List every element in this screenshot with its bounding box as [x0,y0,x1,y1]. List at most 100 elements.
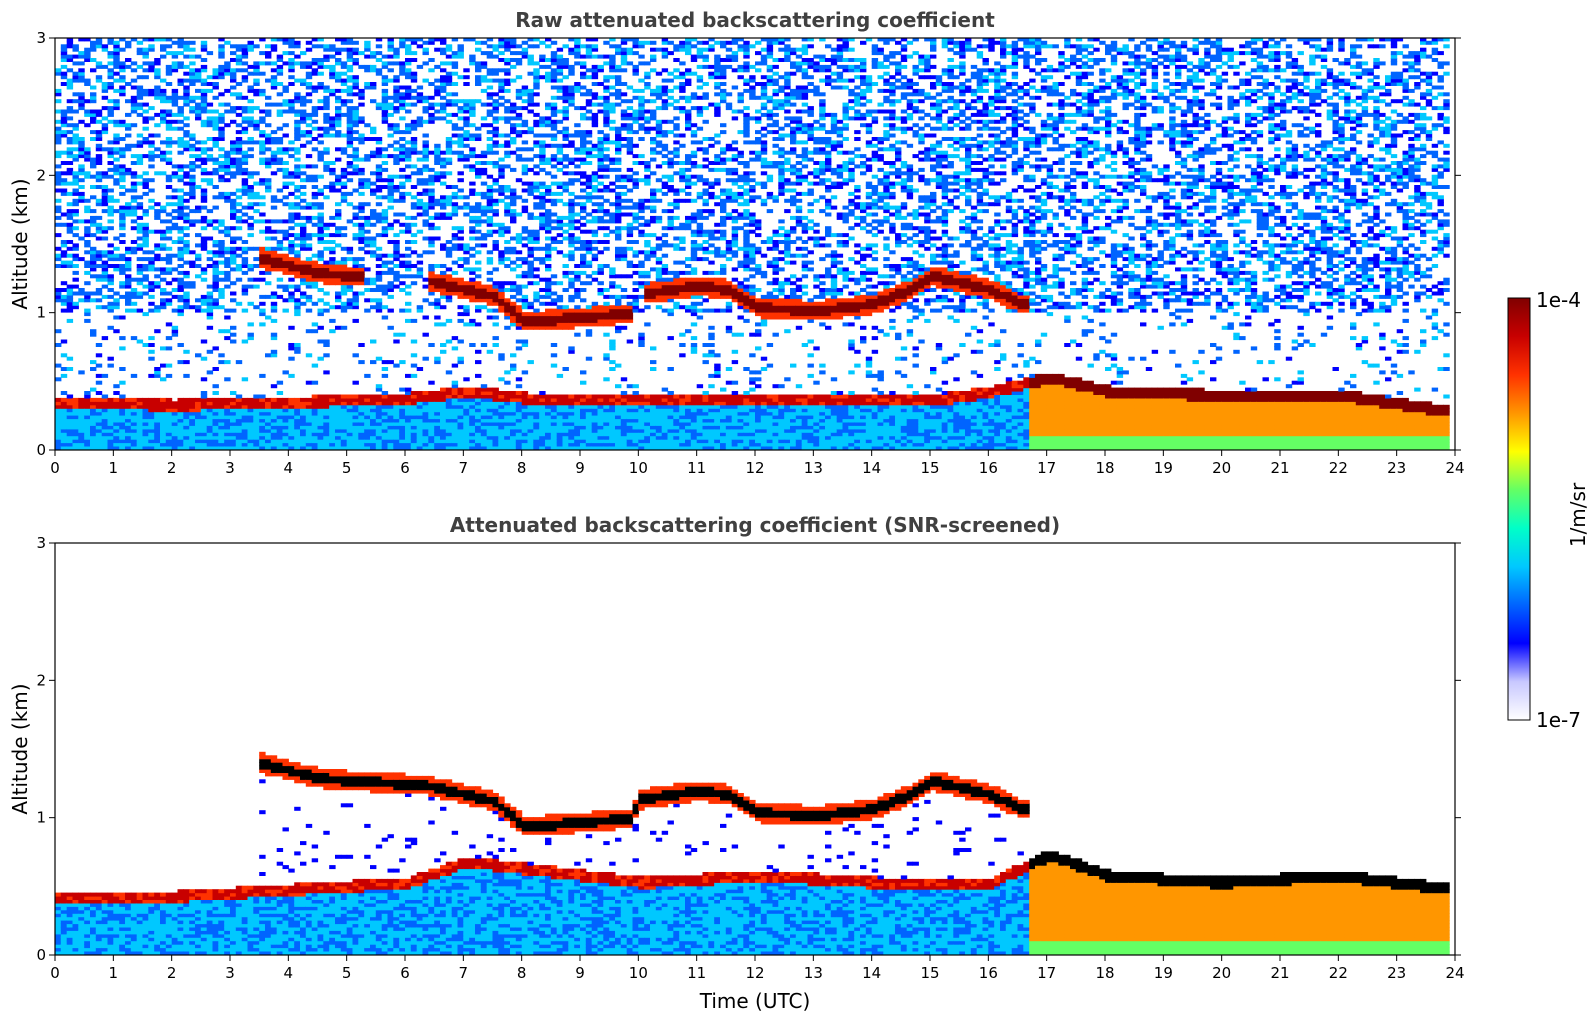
heatmap-cell [171,112,179,117]
heatmap-cell [510,106,517,111]
heatmap-cell [352,281,359,286]
heatmap-cell [154,243,161,248]
heatmap-cell [527,215,534,220]
heatmap-cell [323,411,330,416]
heatmap-cell [510,150,517,155]
heatmap-cell [241,157,249,162]
heatmap-cell [282,99,289,104]
heatmap-cell [340,246,348,251]
heatmap-cell [451,394,459,399]
heatmap-cell [364,418,371,423]
heatmap-cell [265,102,272,107]
heatmap-cell [445,140,453,145]
heatmap-cell [498,411,505,416]
heatmap-cell [486,205,494,210]
heatmap-cell [300,95,307,100]
heatmap-cell [78,404,85,409]
heatmap-cell [340,260,348,265]
heatmap-cell [305,270,313,275]
heatmap-cell [154,88,161,93]
heatmap-cell [510,394,517,399]
heatmap-cell [224,415,231,420]
heatmap-cell [224,226,231,231]
heatmap-cell [183,250,190,255]
heatmap-cell [510,446,517,450]
heatmap-cell [550,219,558,224]
heatmap-cell [119,257,126,262]
heatmap-cell [90,397,97,402]
heatmap-cell [241,78,249,83]
heatmap-cell [235,68,243,73]
heatmap-cell [510,442,517,447]
heatmap-cell [305,425,313,430]
heatmap-cell [300,267,307,272]
heatmap-cell [463,68,470,73]
heatmap-cell [230,308,237,313]
heatmap-cell [95,288,103,292]
heatmap-cell [451,212,459,217]
heatmap-cell [119,205,126,210]
heatmap-cell [154,421,161,426]
heatmap-cell [72,198,79,203]
heatmap-cell [463,294,470,299]
heatmap-cell [218,329,225,334]
heatmap-cell [270,137,278,141]
heatmap-cell [195,432,202,437]
heatmap-cell [241,442,249,447]
heatmap-cell [218,446,225,450]
heatmap-cell [72,133,79,138]
heatmap-cell [475,415,482,420]
heatmap-cell [521,284,529,289]
heatmap-cell [183,85,190,90]
heatmap-cell [125,58,132,62]
heatmap-cell [317,439,324,444]
heatmap-cell [317,267,324,272]
heatmap-cell [142,119,149,124]
heatmap-cell [317,82,324,86]
heatmap-cell [300,130,307,135]
heatmap-cell [515,44,523,49]
heatmap-cell [387,44,394,49]
heatmap-cell [218,47,225,52]
heatmap-cell [95,236,103,241]
heatmap-cell [329,435,336,440]
heatmap-cell [556,157,564,162]
heatmap-cell [305,246,313,251]
heatmap-cell [101,294,109,299]
heatmap-cell [125,205,132,210]
heatmap-cell [317,411,324,416]
heatmap-cell [259,257,266,262]
heatmap-cell [358,281,365,286]
heatmap-cell [498,284,505,289]
heatmap-cell [241,428,249,433]
heatmap-cell [142,222,149,227]
heatmap-cell [119,267,126,272]
heatmap-cell [410,222,418,227]
heatmap-cell [230,418,237,423]
heatmap-cell [405,267,412,272]
heatmap-cell [358,191,365,196]
heatmap-cell [247,99,254,104]
heatmap-cell [352,85,359,90]
heatmap-cell [72,415,79,420]
heatmap-cell [457,226,464,231]
heatmap-cell [195,106,202,111]
heatmap-cell [177,343,184,347]
heatmap-cell [434,284,441,289]
heatmap-cell [311,270,319,275]
heatmap-cell [510,404,517,409]
heatmap-cell [253,71,260,76]
heatmap-cell [113,119,120,124]
heatmap-cell [130,301,138,306]
heatmap-cell [282,61,289,66]
heatmap-cell [247,106,254,111]
heatmap-cell [434,446,441,450]
heatmap-cell [539,150,546,155]
heatmap-cell [556,95,564,100]
heatmap-cell [480,397,488,402]
heatmap-cell [370,442,377,447]
heatmap-cell [364,137,371,141]
heatmap-cell [445,71,453,76]
heatmap-cell [305,442,313,447]
heatmap-cell [154,397,161,402]
